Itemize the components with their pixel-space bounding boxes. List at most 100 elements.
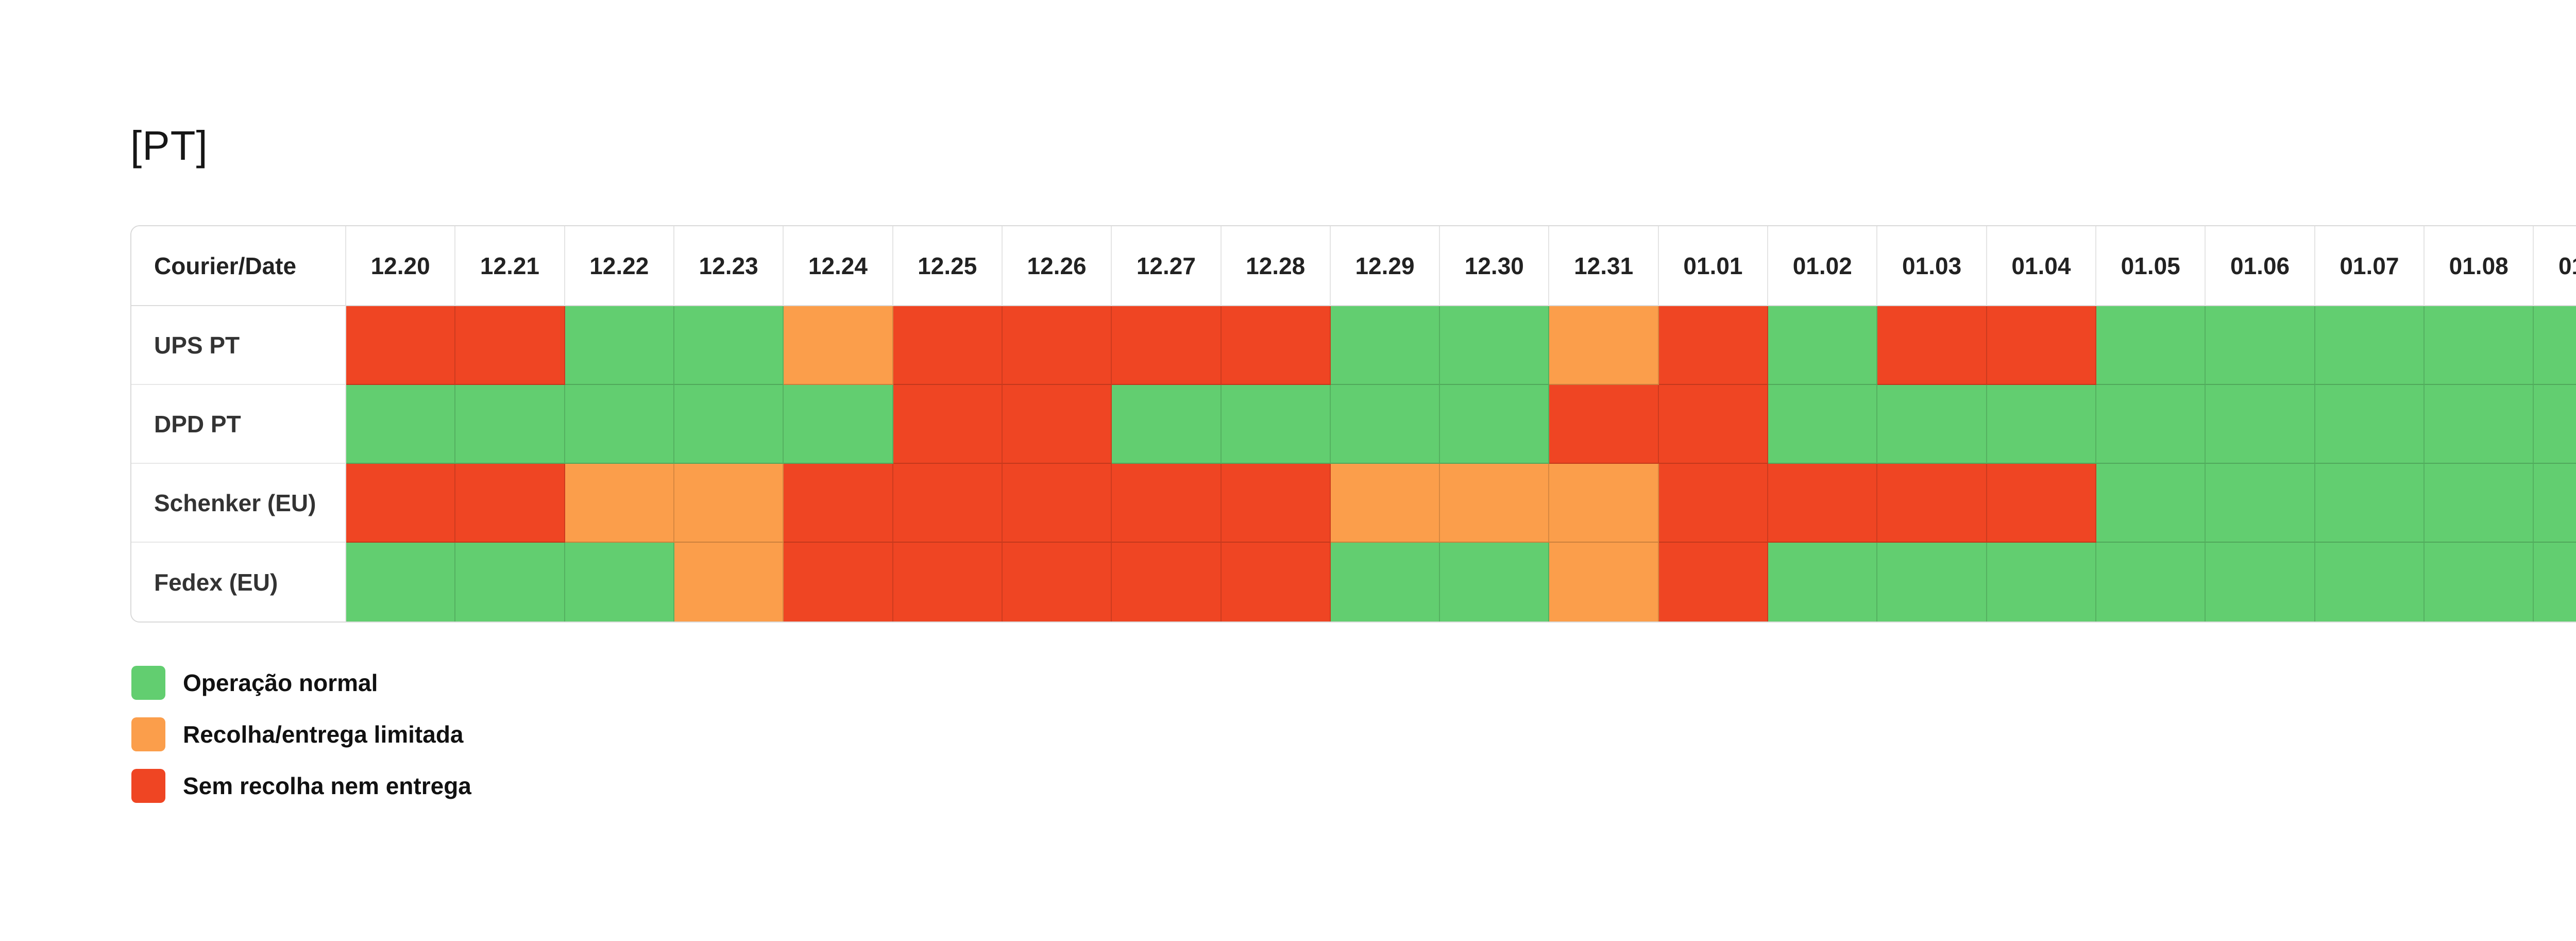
status-cell: [1330, 543, 1440, 621]
status-cell: [1877, 385, 1987, 464]
status-cell: [2315, 306, 2425, 385]
date-header-cell: 12.28: [1221, 226, 1331, 306]
status-cell: [2096, 464, 2206, 543]
status-cell: [1330, 306, 1440, 385]
status-cell: [2096, 385, 2206, 464]
legend-item: Sem recolha nem entrega: [131, 769, 471, 803]
date-header-cell: 12.27: [1112, 226, 1222, 306]
status-cell: [1658, 543, 1769, 621]
status-cell: [1658, 306, 1769, 385]
date-header-cell: 12.26: [1002, 226, 1112, 306]
status-cell: [1221, 306, 1331, 385]
status-cell: [455, 543, 565, 621]
status-cell: [1440, 464, 1550, 543]
status-cell: [2425, 306, 2534, 385]
legend-item: Operação normal: [131, 666, 471, 700]
status-cell: [1987, 543, 2097, 621]
status-cell: [455, 306, 565, 385]
status-cell: [893, 306, 1003, 385]
status-cell: [893, 543, 1003, 621]
status-cell: [1330, 385, 1440, 464]
status-cell: [1987, 306, 2097, 385]
status-cell: [1768, 464, 1878, 543]
status-cell: [1112, 464, 1222, 543]
legend-swatch-closed: [131, 769, 165, 803]
date-header-cell: 12.23: [674, 226, 784, 306]
date-header-cell: 01.09: [2534, 226, 2576, 306]
date-header-cell: 12.20: [346, 226, 456, 306]
date-header-cell: 01.05: [2096, 226, 2206, 306]
courier-label-cell: Schenker (EU): [131, 464, 346, 543]
status-cell: [2425, 464, 2534, 543]
courier-label-cell: UPS PT: [131, 306, 346, 385]
status-cell: [1221, 464, 1331, 543]
status-cell: [784, 464, 893, 543]
legend-swatch-normal: [131, 666, 165, 700]
status-cell: [2534, 543, 2576, 621]
status-cell: [1221, 543, 1331, 621]
status-cell: [2315, 464, 2425, 543]
date-header-cell: 01.08: [2425, 226, 2534, 306]
status-cell: [2534, 464, 2576, 543]
status-cell: [1768, 543, 1878, 621]
status-cell: [1877, 306, 1987, 385]
status-cell: [346, 464, 456, 543]
status-cell: [2315, 543, 2425, 621]
status-cell: [1440, 306, 1550, 385]
status-cell: [784, 543, 893, 621]
page-title: [PT]: [130, 123, 208, 169]
status-cell: [565, 306, 674, 385]
legend-item: Recolha/entrega limitada: [131, 717, 471, 751]
status-cell: [1877, 464, 1987, 543]
status-cell: [1440, 543, 1550, 621]
status-cell: [674, 385, 784, 464]
status-cell: [674, 306, 784, 385]
status-cell: [1549, 464, 1659, 543]
courier-schedule-table: Courier/Date 12.20 12.21 12.22 12.23 12.24 12.…: [130, 225, 2576, 623]
date-header-cell: 12.22: [565, 226, 674, 306]
status-cell: [893, 464, 1003, 543]
status-cell: [565, 543, 674, 621]
date-header-cell: 01.06: [2206, 226, 2315, 306]
date-header-cell: 12.31: [1549, 226, 1659, 306]
status-cell: [1112, 306, 1222, 385]
status-cell: [346, 543, 456, 621]
status-cell: [1549, 306, 1659, 385]
legend-swatch-limited: [131, 717, 165, 751]
status-cell: [1221, 385, 1331, 464]
status-cell: [2206, 385, 2315, 464]
status-cell: [346, 385, 456, 464]
status-cell: [1330, 464, 1440, 543]
status-cell: [1658, 385, 1769, 464]
status-cell: [2096, 306, 2206, 385]
status-cell: [1768, 306, 1878, 385]
status-cell: [1768, 385, 1878, 464]
date-header-cell: 01.01: [1658, 226, 1769, 306]
date-header-cell: 12.25: [893, 226, 1003, 306]
status-legend: Operação normal Recolha/entrega limitada S…: [131, 666, 471, 803]
status-cell: [455, 464, 565, 543]
status-cell: [674, 543, 784, 621]
date-header-cell: 01.04: [1987, 226, 2097, 306]
status-cell: [2425, 543, 2534, 621]
status-cell: [2534, 385, 2576, 464]
courier-label-cell: DPD PT: [131, 385, 346, 464]
status-cell: [1002, 306, 1112, 385]
status-cell: [2534, 306, 2576, 385]
status-cell: [1549, 385, 1659, 464]
status-cell: [1002, 543, 1112, 621]
legend-label: Operação normal: [183, 669, 378, 696]
status-cell: [1002, 385, 1112, 464]
status-cell: [2206, 306, 2315, 385]
status-cell: [1658, 464, 1769, 543]
status-cell: [1549, 543, 1659, 621]
status-cell: [1987, 385, 2097, 464]
status-cell: [565, 385, 674, 464]
status-cell: [565, 464, 674, 543]
status-cell: [1112, 385, 1222, 464]
corner-header-cell: Courier/Date: [131, 226, 346, 306]
status-cell: [674, 464, 784, 543]
status-cell: [1002, 464, 1112, 543]
status-cell: [2315, 385, 2425, 464]
status-cell: [784, 385, 893, 464]
